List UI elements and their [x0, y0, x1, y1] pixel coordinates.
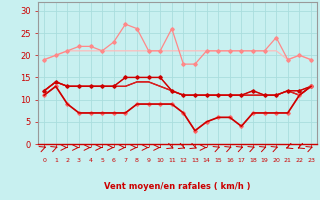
- X-axis label: Vent moyen/en rafales ( km/h ): Vent moyen/en rafales ( km/h ): [104, 182, 251, 191]
